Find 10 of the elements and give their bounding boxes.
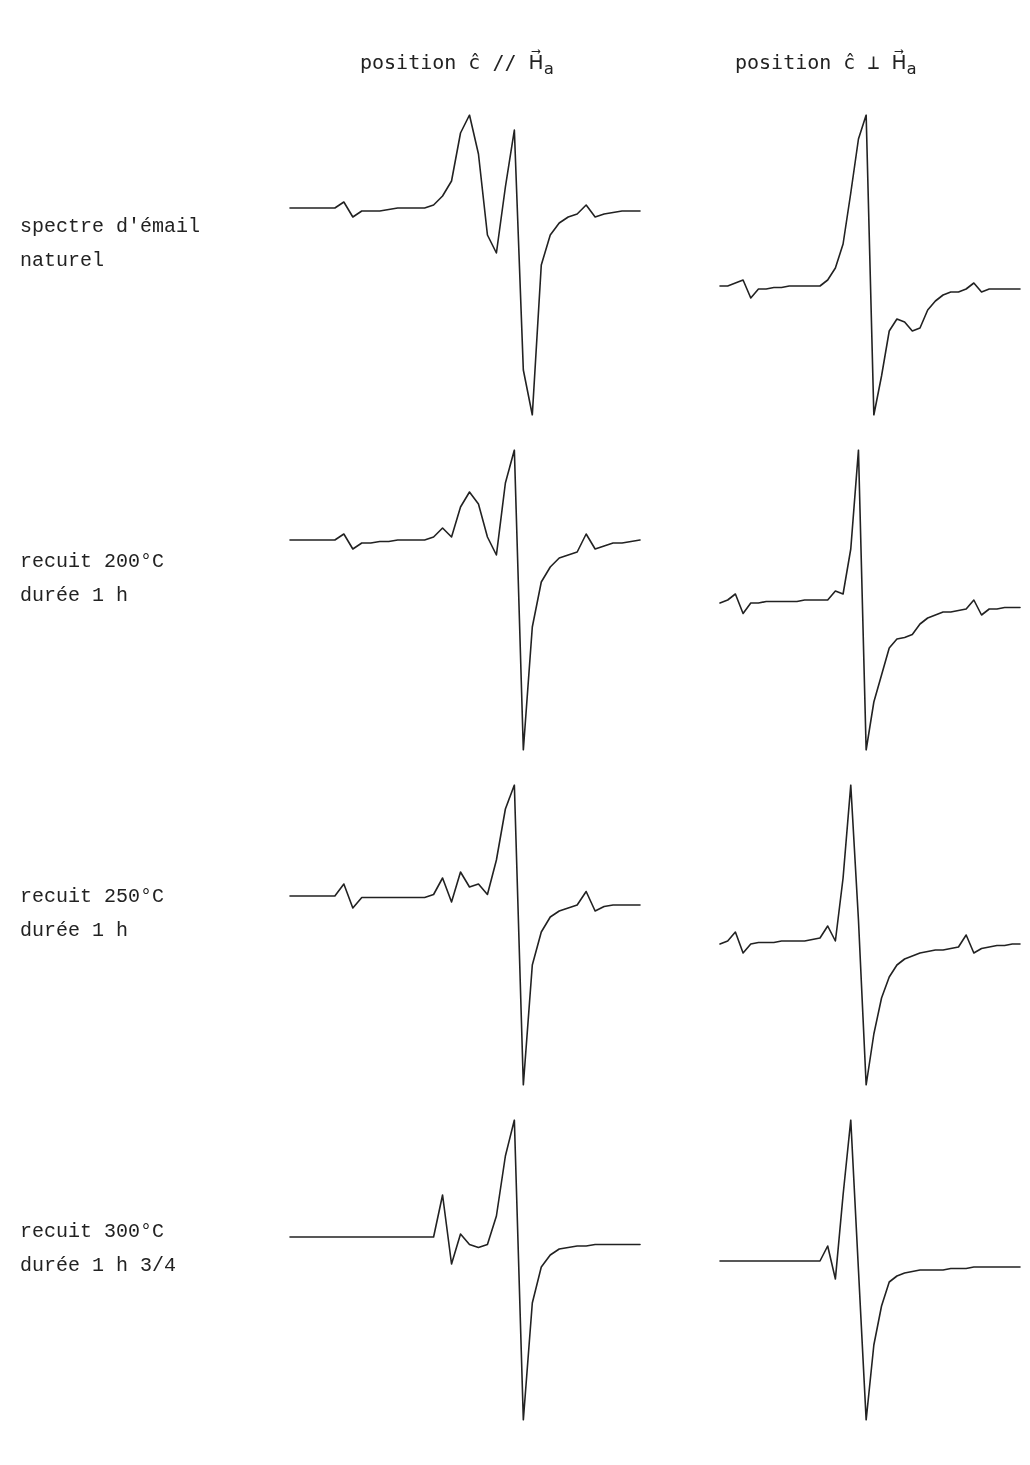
chart-title: position ĉ ⊥ H⃗$_{a}$ xyxy=(735,50,917,78)
text: spectre d'émail xyxy=(20,215,201,238)
text: recuit 250°C xyxy=(20,885,165,908)
text: durée 1 h xyxy=(20,584,129,607)
text: naturel xyxy=(20,249,105,272)
text: recuit 300°C xyxy=(20,1220,165,1243)
text: durée 1 h 3/4 xyxy=(20,1254,177,1277)
chart-title: position ĉ // H⃗$_{a}$ xyxy=(360,50,554,78)
text: durée 1 h xyxy=(20,919,129,942)
text: recuit 200°C xyxy=(20,550,165,573)
